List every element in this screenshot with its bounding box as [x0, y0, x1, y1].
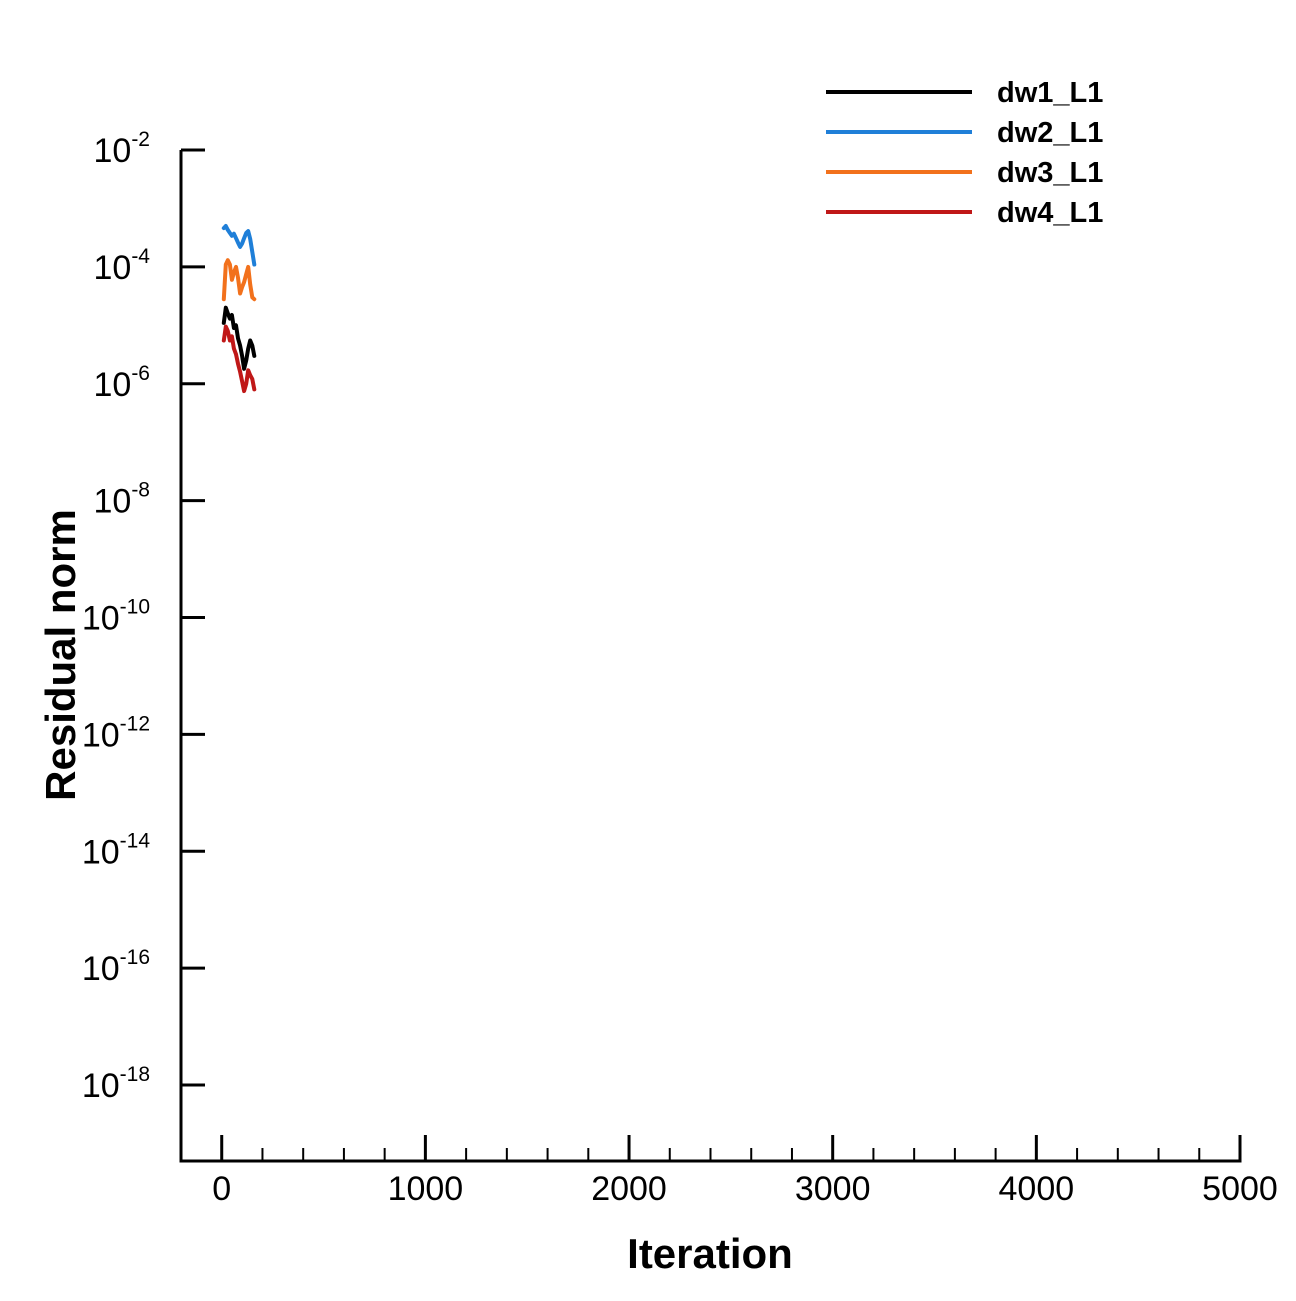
y-tick-label: 10-8 [93, 479, 150, 521]
y-tick-label: 10-4 [93, 245, 150, 287]
y-tick-label: 10-12 [82, 712, 150, 754]
y-tick-label: 10-14 [82, 829, 151, 871]
legend-label: dw2_L1 [997, 117, 1103, 149]
series-line-dw2-l1 [221, 224, 257, 267]
y-tick-label: 10-6 [93, 362, 150, 404]
series-line-dw4-l1 [221, 324, 257, 394]
x-tick-label: 1000 [388, 1170, 464, 1208]
y-tick-label: 10-10 [82, 596, 150, 638]
x-tick-label: 0 [212, 1170, 231, 1208]
series-lines [221, 224, 257, 394]
x-tick-label: 5000 [1202, 1170, 1278, 1208]
legend-label: dw1_L1 [997, 77, 1103, 109]
legend-label: dw4_L1 [997, 197, 1103, 229]
y-tick-label: 10-18 [82, 1063, 150, 1105]
y-axis-title: Residual norm [37, 509, 84, 801]
y-tick-label: 10-16 [82, 946, 150, 988]
x-tick-label: 2000 [591, 1170, 667, 1208]
x-axis-title: Iteration [627, 1230, 793, 1277]
series-line-dw1-l1 [221, 305, 257, 371]
axes: 0 1000 2000 3000 4000 5000 10-2 10-4 10-6 10-8 10-… [82, 128, 1278, 1208]
y-tick-label: 10-2 [93, 128, 150, 170]
x-tick-label: 3000 [795, 1170, 871, 1208]
legend: dw1_L1 dw2_L1 dw3_L1 dw4_L1 [826, 77, 1103, 229]
series-line-dw3-l1 [221, 258, 257, 302]
x-tick-label: 4000 [999, 1170, 1075, 1208]
legend-label: dw3_L1 [997, 157, 1103, 189]
